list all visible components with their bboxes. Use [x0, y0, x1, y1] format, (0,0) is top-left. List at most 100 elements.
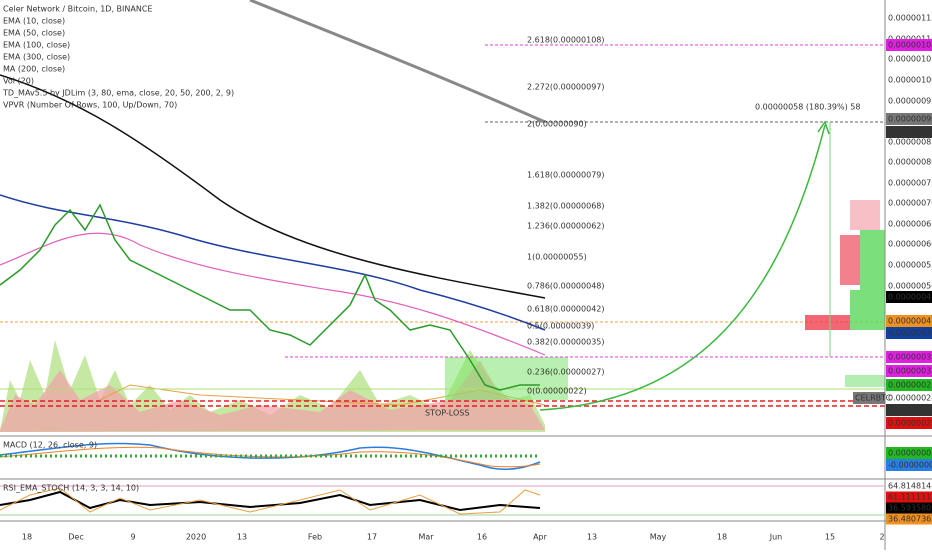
indicator-label: EMA (100, close) — [3, 41, 70, 50]
time-label: 18 — [22, 533, 32, 542]
rsi-label: RSI_EMA_STOCH (14, 3, 3, 14, 10) — [3, 484, 139, 493]
price-label: 0.00000050 — [888, 282, 932, 291]
price-tag-label: 0.00000025 — [888, 381, 932, 390]
price-label: 0.00000055 — [888, 261, 932, 270]
price-label: 0.00000070 — [888, 199, 932, 208]
price-label: 0.00000095 — [888, 97, 932, 106]
price-tag-label: 0.00000047 — [888, 293, 932, 302]
price-tag-label: 0.00000024 — [888, 394, 932, 403]
ema100 — [0, 194, 546, 331]
signal-line — [0, 446, 541, 468]
projection-label: 0.00000058 (180.39%) 58 — [755, 103, 860, 112]
fib-label: 0(0.00000022) — [527, 387, 587, 396]
price-tag-label: 0.00000041 — [888, 317, 932, 326]
rsi-tag-label: 61.11111111 — [888, 493, 932, 502]
macd-tag-label: -0.00000003 — [888, 461, 932, 470]
price-label: 0.00000065 — [888, 220, 932, 229]
rsi-tag — [886, 513, 932, 525]
fib-label: 1.382(0.00000068) — [527, 202, 605, 211]
price-tag — [886, 351, 932, 363]
time-label: 2020 — [186, 533, 206, 542]
rsi-tag — [886, 480, 932, 492]
price-tag-label: 0.00000032 — [888, 353, 932, 362]
indicator-label: VPVR (Number Of Rows, 100, Up/Down, 70) — [3, 101, 177, 110]
price-tag-label: 0.00000032 — [888, 367, 932, 376]
fib-label: 1.236(0.00000062) — [527, 222, 605, 231]
price-tag — [886, 327, 932, 339]
rsi-line — [0, 490, 541, 512]
price-tag — [886, 417, 932, 429]
price-tag — [886, 404, 932, 416]
price-label: 0.00000105 — [888, 55, 932, 64]
arrow-head — [817, 120, 830, 135]
time-label: Mar — [418, 533, 434, 542]
price-tag-label: 0.00000039 — [888, 329, 932, 338]
fib-label: 2.272(0.00000097) — [527, 83, 605, 92]
ema300 — [0, 74, 546, 299]
price-label: 0.00000115 — [888, 14, 932, 23]
projection-arrow — [539, 124, 826, 411]
volume-profile — [805, 200, 885, 387]
price-tag — [886, 379, 932, 391]
time-label: 15 — [825, 533, 835, 542]
price-tag-label: 0.00000090 — [888, 115, 932, 124]
time-label: 9 — [130, 533, 135, 542]
indicator-label: TD_MAv5.5 by JDLim (3, 80, ema, close, 2… — [2, 89, 234, 98]
price-tag — [886, 315, 932, 327]
price-line — [0, 203, 540, 391]
indicator-label: Vol (20) — [3, 77, 34, 86]
price-tag — [886, 126, 932, 138]
fib-label: 0.618(0.00000042) — [527, 305, 605, 314]
time-label: 18 — [717, 533, 727, 542]
indicator-label: EMA (10, close) — [3, 17, 65, 26]
indicator-label: EMA (300, close) — [3, 53, 70, 62]
price-tag-label: 0.00000108 — [888, 41, 932, 50]
macd-tag-label: 0.00000001 — [888, 449, 932, 458]
price-tag — [886, 39, 932, 51]
macd-tag — [886, 447, 932, 459]
time-label: 2 — [879, 533, 884, 542]
stop-loss-label: STOP-LOSS — [425, 409, 469, 418]
price-tag — [886, 113, 932, 125]
price-label: 0.00000060 — [888, 240, 932, 249]
fib-label: 0.5(0.00000039) — [527, 322, 594, 331]
fib-label: 0.236(0.00000027) — [527, 368, 605, 377]
rsi-tag-label: 64.81481481 — [888, 482, 932, 491]
price-label: 0.00000100 — [888, 76, 932, 85]
indicator-label: EMA (50, close) — [3, 29, 65, 38]
fib-label: 0.786(0.00000048) — [527, 282, 605, 291]
fib-label: 2(0.00000090) — [527, 120, 587, 129]
price-label: 0.00000085 — [888, 138, 932, 147]
price-tag-label: 0.00000021 — [888, 419, 932, 428]
fib-label: 2.618(0.00000108) — [527, 36, 605, 45]
price-label: 0.00000080 — [888, 158, 932, 167]
time-label: 13 — [237, 533, 247, 542]
macd-label: MACD (12, 26, close, 9) — [3, 441, 97, 450]
entry-zone — [445, 357, 568, 400]
rsi-tag — [886, 502, 932, 514]
price-tag — [886, 392, 932, 404]
stoch-line — [0, 487, 541, 515]
fib-label: 1.618(0.00000079) — [527, 171, 605, 180]
fib-label: 0.382(0.00000035) — [527, 338, 605, 347]
time-label: Feb — [308, 533, 322, 542]
time-label: May — [650, 533, 667, 542]
ma200 — [249, 0, 546, 124]
time-label: 17 — [367, 533, 377, 542]
time-label: Jun — [769, 533, 783, 542]
price-tag — [886, 291, 932, 303]
price-tag-label: 0.00000090 — [888, 128, 932, 137]
rsi-tag-label: 36.48073652 — [888, 515, 932, 524]
time-label: Apr — [533, 533, 548, 542]
time-label: Dec — [68, 533, 83, 542]
volume-area-down — [0, 360, 545, 432]
fib-label: 1(0.00000055) — [527, 253, 587, 262]
indicator-label: MA (200, close) — [3, 65, 65, 74]
rsi-tag-label: 36.59358011 — [888, 504, 932, 513]
symbol-tag — [853, 392, 885, 404]
price-tag — [886, 365, 932, 377]
macd-tag — [886, 459, 932, 471]
rsi-tag — [886, 491, 932, 503]
